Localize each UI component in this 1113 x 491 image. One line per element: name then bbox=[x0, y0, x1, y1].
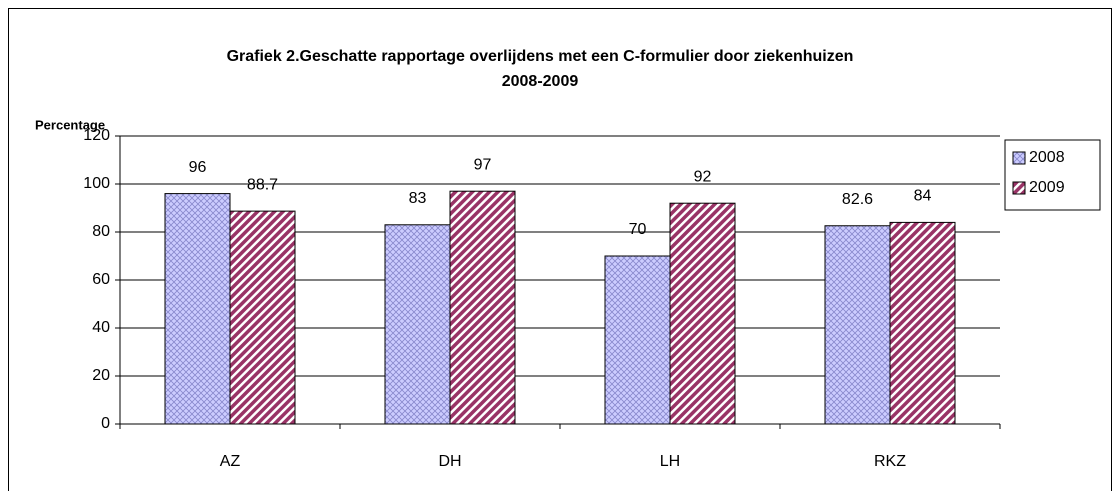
bar bbox=[164, 193, 231, 425]
y-axis-label: Percentage bbox=[35, 117, 105, 132]
bar bbox=[449, 190, 516, 425]
y-tick-label: 80 bbox=[92, 223, 110, 240]
bar bbox=[669, 202, 736, 425]
data-label: 70 bbox=[629, 221, 647, 238]
x-tick-label: LH bbox=[660, 453, 680, 470]
x-tick-label: DH bbox=[438, 453, 461, 470]
legend-label: 2008 bbox=[1029, 149, 1065, 166]
bar bbox=[229, 210, 296, 425]
legend-swatch bbox=[1012, 151, 1026, 165]
data-label: 96 bbox=[189, 159, 207, 176]
bar bbox=[384, 224, 451, 425]
y-tick-label: 60 bbox=[92, 271, 110, 288]
y-tick-label: 100 bbox=[83, 175, 110, 192]
y-tick-label: 20 bbox=[92, 367, 110, 384]
legend-swatch bbox=[1012, 181, 1026, 195]
y-tick-label: 40 bbox=[92, 319, 110, 336]
data-label: 97 bbox=[474, 156, 492, 173]
data-label: 84 bbox=[914, 188, 932, 205]
chart-title: 2008-2009 bbox=[502, 73, 579, 90]
bar bbox=[824, 225, 891, 425]
data-label: 92 bbox=[694, 168, 712, 185]
y-tick-label: 0 bbox=[101, 415, 110, 432]
data-label: 88.7 bbox=[247, 176, 278, 193]
bar bbox=[604, 255, 671, 425]
bar bbox=[889, 221, 956, 425]
x-tick-label: AZ bbox=[220, 453, 241, 470]
y-tick-label: 120 bbox=[83, 127, 110, 144]
chart-title: Grafiek 2.Geschatte rapportage overlijde… bbox=[227, 48, 854, 65]
legend-label: 2009 bbox=[1029, 179, 1065, 196]
data-label: 83 bbox=[409, 190, 427, 207]
x-tick-label: RKZ bbox=[874, 453, 906, 470]
data-label: 82.6 bbox=[842, 191, 873, 208]
